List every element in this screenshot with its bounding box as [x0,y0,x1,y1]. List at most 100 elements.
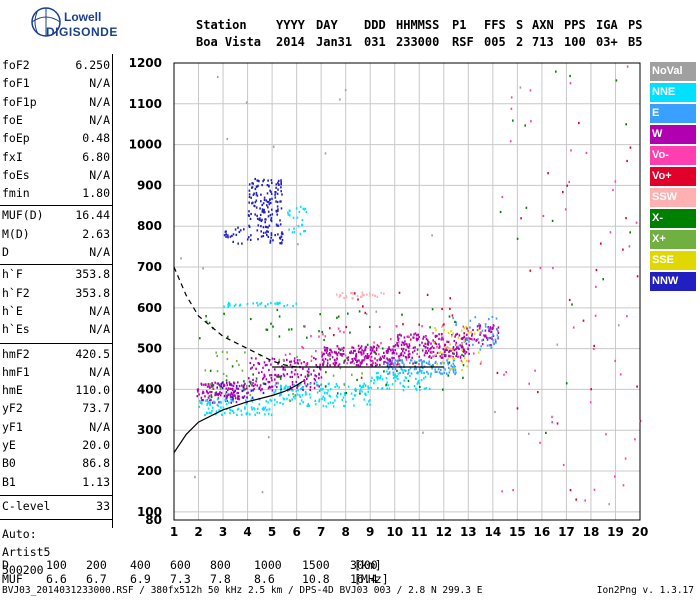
echo-point [353,404,355,407]
echo-point [225,387,228,390]
echo-point [376,295,379,298]
echo-point [293,359,296,363]
echo-point [226,357,229,361]
echo-point [269,214,272,217]
echo-point [271,213,274,216]
echo-point [305,392,308,395]
echo-point [354,358,357,361]
echo-point [309,386,312,389]
echo-point [253,364,255,367]
echo-point [367,390,369,393]
echo-point [336,396,339,399]
echo-point [465,325,467,328]
echo-point [570,149,572,152]
echo-point [492,333,494,336]
echo-point [418,367,421,370]
param-value: 2.63 [82,226,110,241]
echo-point [324,349,327,352]
echo-point [202,391,205,394]
echo-point [453,349,456,352]
echo-point [264,364,267,367]
echo-point [303,325,305,328]
auto-scaling-line: Auto: [2,527,37,542]
param-label: h`F2 [2,285,30,300]
echo-point [322,364,324,367]
echo-point [432,364,434,367]
echo-point [246,387,248,390]
echo-point [235,233,238,236]
echo-point [405,342,407,346]
echo-point [497,331,500,334]
echo-point [388,371,391,374]
echo-point [289,385,292,388]
echo-point [290,328,293,331]
echo-point [216,354,218,358]
echo-point [253,192,255,195]
echo-point [226,388,229,392]
echo-point [299,205,302,208]
echo-point [445,354,447,357]
echo-point [349,331,351,334]
echo-point [273,391,275,394]
echo-point [578,121,580,125]
echo-point [243,380,245,383]
echo-point [197,388,199,391]
echo-point [423,377,425,380]
echo-point [218,383,221,386]
echo-point [397,338,399,342]
echo-point [222,384,225,387]
echo-point [612,188,614,191]
echo-point [336,384,339,387]
echo-point [351,358,353,361]
echo-point [278,315,281,318]
echo-point [231,396,234,399]
echo-point [497,326,500,329]
param-value: 16.44 [75,208,110,223]
echo-point [282,402,284,405]
legend-item-w: W [650,125,696,144]
echo-point [288,399,291,402]
echo-point [287,213,290,216]
echo-point [562,463,565,467]
echo-point [370,351,373,354]
echo-point [208,385,210,388]
echo-point [249,217,252,220]
echo-point [568,298,571,302]
echo-point [373,379,376,382]
echo-point [400,353,403,356]
echo-point [399,359,402,362]
echo-point [495,341,497,344]
echo-point [477,338,479,341]
profile-error-bound [173,266,297,368]
echo-point [417,333,419,336]
echo-point [341,347,343,350]
echo-point [261,203,263,207]
echo-point [539,266,542,269]
echo-point [386,387,388,390]
echo-point [256,179,258,182]
echo-point [252,193,255,196]
echo-point [319,367,321,370]
echo-point [270,220,273,223]
echo-point [224,393,227,396]
echo-point [333,358,336,361]
echo-point [478,327,481,330]
echo-point [446,347,449,350]
echo-point [387,363,390,366]
echo-point [204,395,206,398]
echo-point [329,327,331,330]
echo-point [258,387,260,390]
echo-point [209,394,212,397]
echo-point [336,353,338,356]
echo-point [415,377,417,380]
echo-point [369,346,372,349]
echo-point [246,412,249,415]
echo-point [249,238,252,241]
echo-point [551,415,553,418]
echo-point [453,339,456,343]
echo-point [491,326,494,329]
echo-point [322,387,324,390]
echo-point [289,375,292,379]
echo-point [461,343,463,346]
echo-point [619,373,622,376]
